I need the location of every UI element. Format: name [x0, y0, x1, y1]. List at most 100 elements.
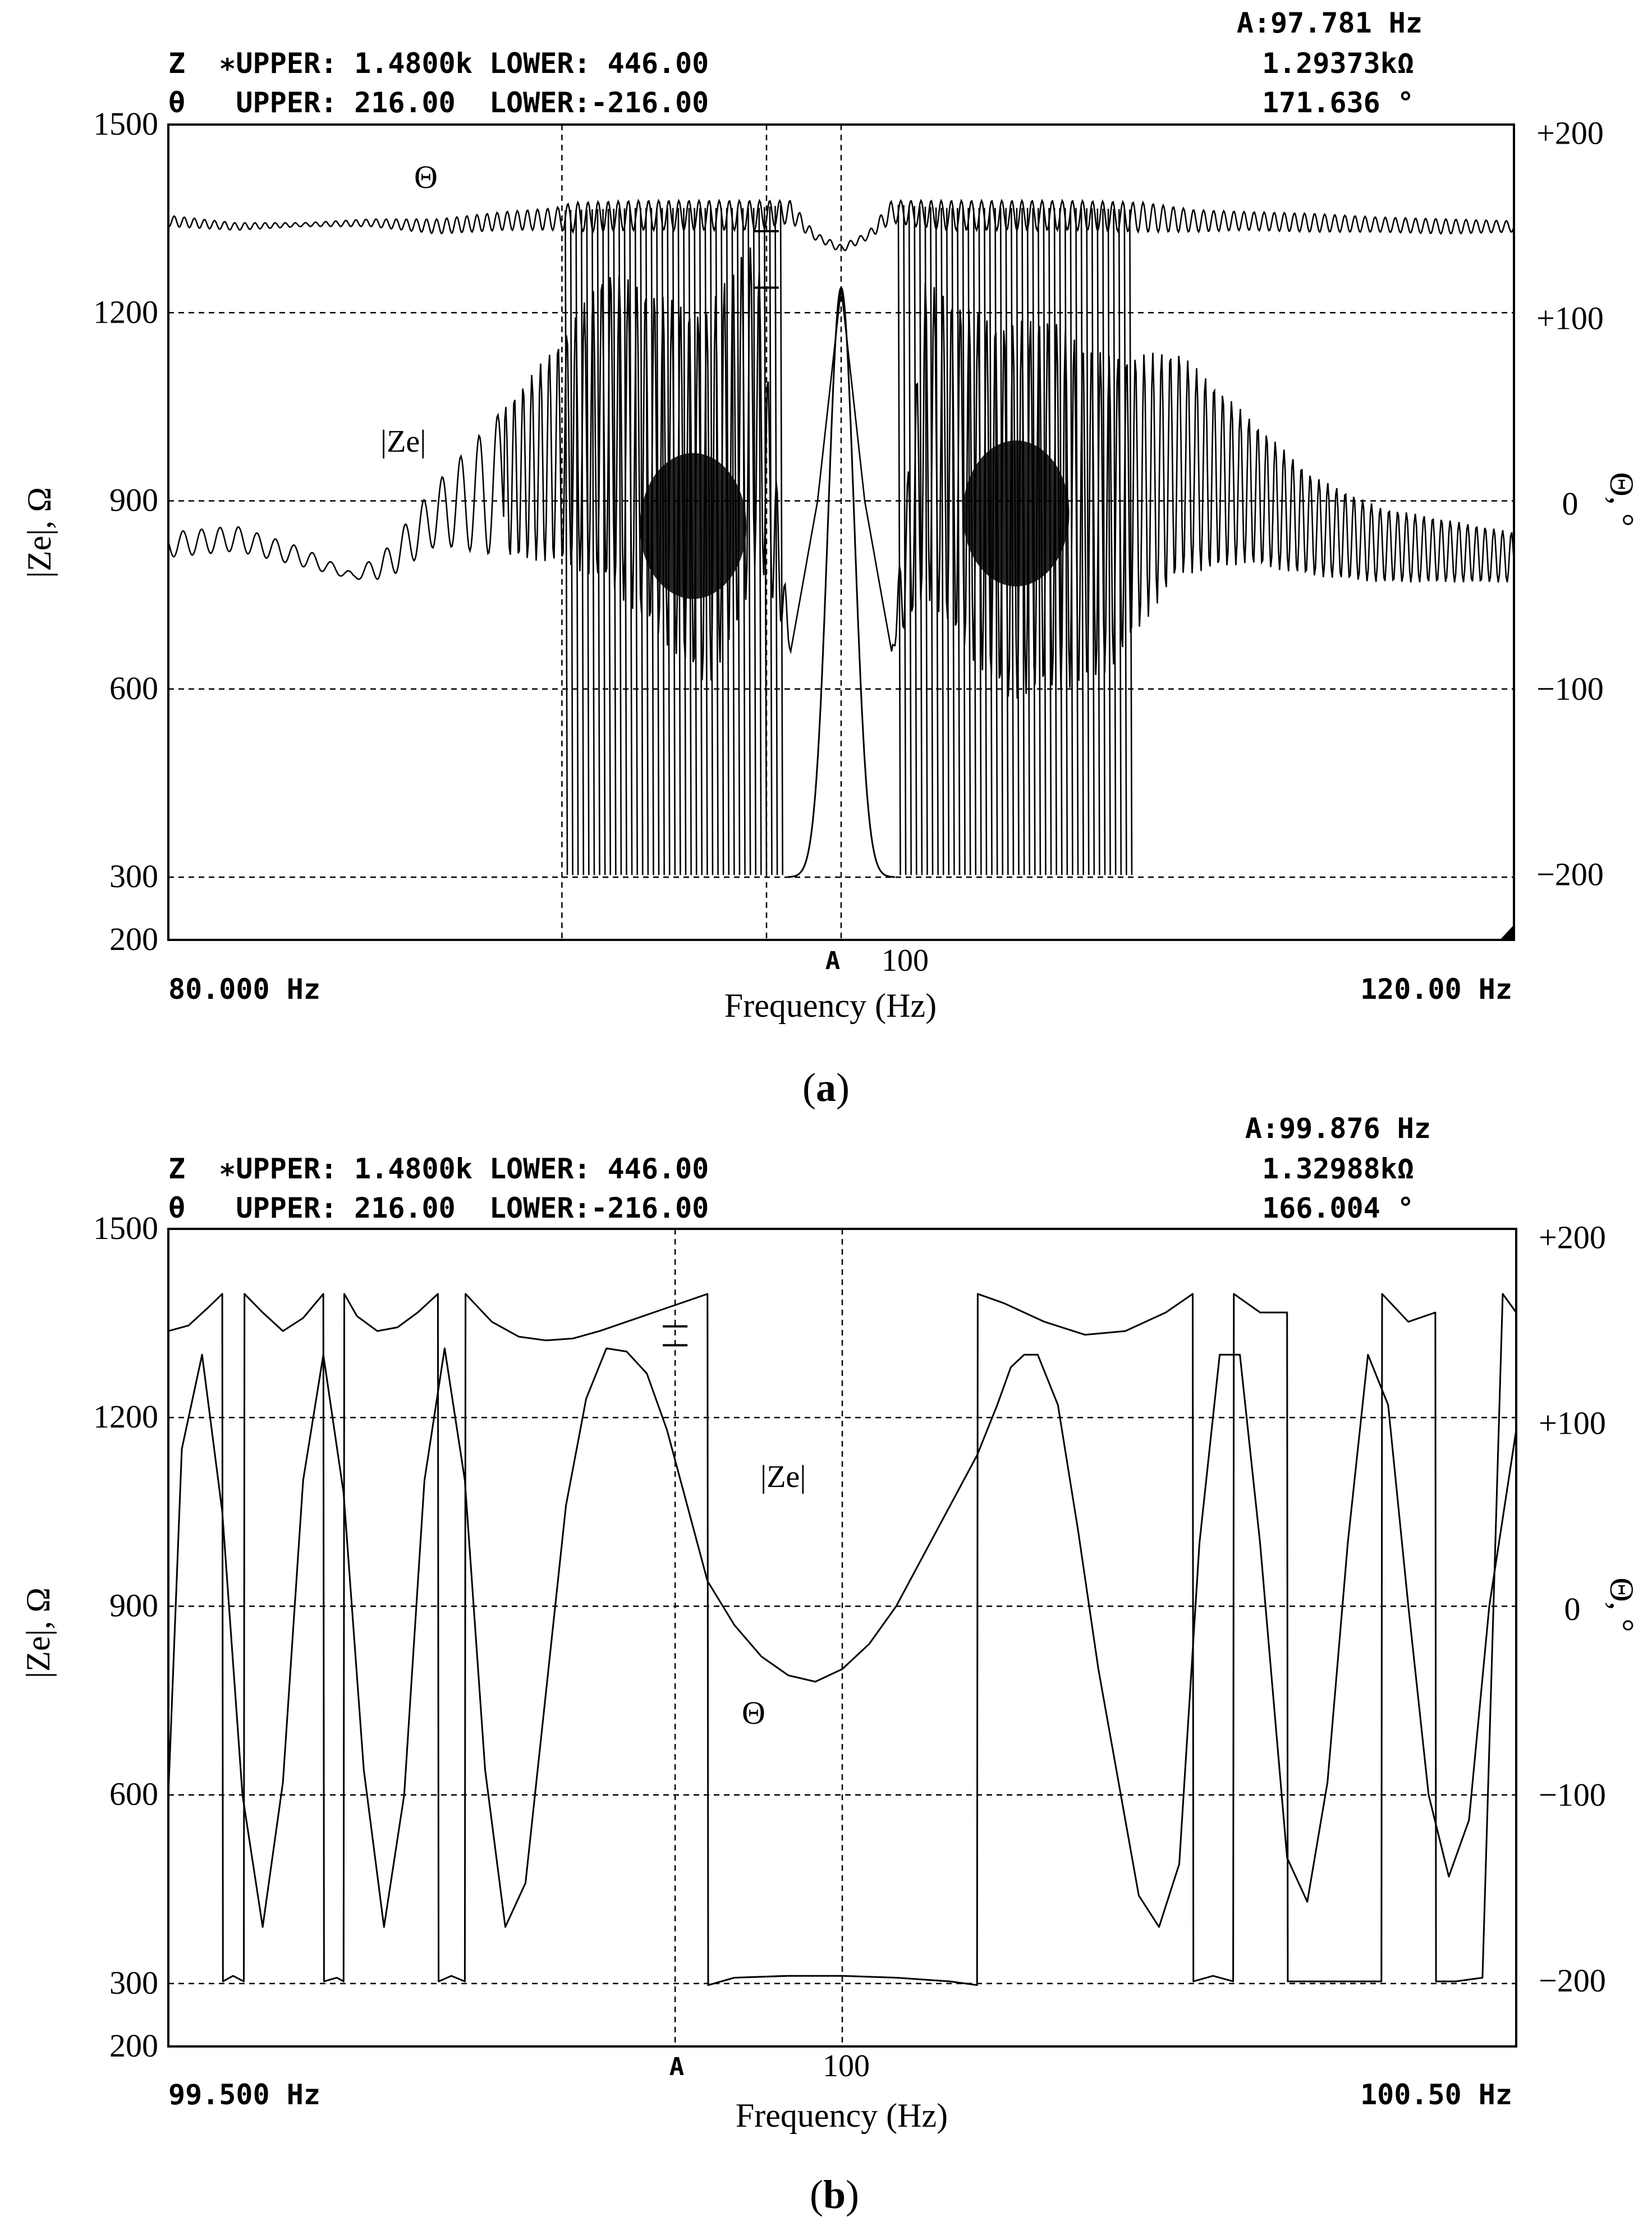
- panel-a-theta-wrap-line: [575, 209, 579, 875]
- panel-a-grid: [168, 125, 1514, 940]
- panel-a-theta-wrap-line: [935, 207, 939, 875]
- panel-a: A:97.781 Hz Z ∗UPPER: 1.4800k LOWER: 446…: [21, 7, 1640, 1110]
- panel-a-theta-wrap-line: [769, 206, 773, 875]
- panel-b-x-center-label: 100: [823, 2049, 870, 2083]
- panel-a-left-tick-label: 200: [109, 921, 158, 957]
- panel-a-y-right-label: Θ, °: [1603, 472, 1640, 526]
- panel-a-theta-wrap-line: [946, 208, 950, 875]
- panel-a-theta-wrap-line: [897, 204, 901, 875]
- panel-a-theta-wrap-line: [1064, 208, 1068, 875]
- panel-a-theta-wrap-line: [930, 207, 934, 875]
- panel-a-theta-wrap-line: [1091, 208, 1095, 875]
- panel-a-theta-wrap-line: [758, 208, 762, 875]
- panel-b-theta-trace: [168, 1293, 1517, 1986]
- panel-b-ze-trace-label: |Ze|: [760, 1459, 806, 1494]
- panel-a-ze-trace-label: |Ze|: [380, 424, 426, 459]
- panel-a-theta-wrap-line: [1086, 208, 1090, 875]
- panel-a-theta-wrap-line: [607, 209, 612, 875]
- panel-b-right-tick-label: +100: [1539, 1405, 1606, 1442]
- panel-a-theta-wrap-line: [580, 209, 585, 875]
- panel-a-theta-wrap-line: [779, 205, 783, 875]
- panel-b-right-tick-label: 0: [1564, 1591, 1581, 1627]
- panel-b-y-right-label: Θ, °: [1603, 1577, 1640, 1632]
- panel-a-left-tick-label: 600: [109, 670, 158, 706]
- panel-a-plot-frame: [167, 123, 1515, 941]
- panel-a-cursor-readout: A:97.781 Hz: [1237, 7, 1422, 39]
- panel-a-theta-wrap-line: [613, 208, 617, 875]
- panel-a-resonance-peak: [787, 286, 895, 878]
- panel-a-dense-region-1: [962, 440, 1070, 586]
- panel-b-cursor-marker: A: [669, 2053, 685, 2081]
- panel-b-z-header: Z ∗UPPER: 1.4800k LOWER: 446.00: [168, 1153, 709, 1185]
- panel-a-theta-wrap-line: [919, 206, 923, 875]
- panel-b-left-tick-label: 900: [109, 1587, 158, 1623]
- panel-a-left-tick-label: 1500: [93, 105, 158, 142]
- panel-a-corner-marker: [1500, 925, 1514, 940]
- panel-a-dense-region-0: [640, 453, 747, 599]
- panel-a-right-tick-label: +200: [1536, 115, 1604, 152]
- panel-a-left-tick-label: 900: [109, 482, 158, 518]
- panel-a-theta-wrap-line: [914, 205, 917, 875]
- panel-b-plot-area: [167, 1293, 1517, 1986]
- panel-a-caption: (a): [802, 1065, 850, 1110]
- panel-a-theta-wrap-line: [764, 207, 768, 875]
- panel-a-theta-wrap-line: [774, 206, 778, 875]
- panel-b-theta-value: 166.004 °: [1262, 1192, 1414, 1224]
- panel-b-caption: (b): [810, 2172, 859, 2217]
- panel-a-theta-wrap-line: [591, 209, 595, 875]
- panel-a-right-tick-label: +100: [1536, 300, 1604, 337]
- panel-a-cursor-marker: A: [825, 947, 841, 975]
- panel-a-left-tick-label: 300: [109, 858, 158, 894]
- panel-a-z-value: 1.29373kΩ: [1262, 47, 1414, 80]
- panel-b-left-tick-label: 300: [109, 1965, 158, 2001]
- panel-b-left-tick-label: 200: [109, 2027, 158, 2064]
- panel-a-x-start-label: 80.000 Hz: [168, 973, 320, 1006]
- panel-a-theta-wrap-line: [752, 208, 757, 875]
- panel-a-theta-wrap-line: [602, 209, 606, 875]
- panel-b-tick-labels: 1500 1200 900 600 300 200 +200 +100 0 −100 −200: [93, 1210, 1606, 2064]
- panel-a-theta-wrap-line: [1075, 208, 1079, 875]
- panel-a-theta-wrap-line: [1070, 208, 1073, 875]
- panel-b-cursor-readout: A:99.876 Hz: [1245, 1112, 1431, 1145]
- panel-a-theta-wrap-line: [1118, 209, 1122, 875]
- panel-a-theta-wrap-line: [565, 210, 568, 875]
- panel-b-right-tick-label: +200: [1539, 1219, 1606, 1256]
- panel-a-theta-wrap-line: [1113, 209, 1117, 875]
- panel-b-plot-frame: [167, 1228, 1517, 2048]
- panel-b-ze-trace: [167, 1347, 1517, 1928]
- panel-a-plot-area: [167, 198, 1515, 878]
- panel-a-theta-wrap-line: [623, 208, 627, 875]
- panel-a-theta-wrap-line: [951, 208, 955, 875]
- panel-b-x-end-label: 100.50 Hz: [1360, 2078, 1512, 2111]
- panel-b-z-value: 1.32988kΩ: [1262, 1153, 1414, 1185]
- panel-b: A:99.876 Hz Z ∗UPPER: 1.4800k LOWER: 446…: [20, 1112, 1640, 2217]
- panel-a-theta-header: θ UPPER: 216.00 LOWER:-216.00: [168, 86, 709, 119]
- panel-a-x-axis-label: Frequency (Hz): [724, 987, 937, 1024]
- panel-b-right-tick-label: −100: [1539, 1777, 1606, 1813]
- panel-b-grid: [168, 1229, 1516, 2046]
- panel-a-x-center-label: 100: [882, 943, 929, 978]
- panel-a-theta-value: 171.636 °: [1262, 86, 1414, 119]
- panel-a-theta-wrap-line: [1129, 209, 1133, 875]
- panel-b-theta-trace-label: Θ: [742, 1695, 765, 1731]
- panel-a-theta-wrap-line: [634, 208, 639, 875]
- panel-b-left-tick-label: 1500: [93, 1210, 158, 1246]
- panel-a-theta-wrap-line: [1123, 209, 1127, 875]
- panel-a-theta-wrap-line: [629, 208, 633, 875]
- panel-a-theta-wrap-line: [908, 205, 912, 875]
- panel-a-right-tick-label: 0: [1562, 485, 1578, 522]
- panel-b-right-tick-label: −200: [1539, 1962, 1606, 1999]
- panel-b-x-axis-label: Frequency (Hz): [736, 2097, 948, 2134]
- panel-a-right-tick-label: −200: [1536, 856, 1604, 892]
- panel-a-theta-wrap-line: [924, 206, 928, 875]
- panel-a-theta-trace-label: Θ: [414, 159, 438, 195]
- panel-b-theta-header: θ UPPER: 216.00 LOWER:-216.00: [168, 1192, 709, 1224]
- panel-a-theta-wrap-line: [962, 208, 966, 875]
- panel-a-theta-wrap-line: [940, 208, 944, 875]
- panel-b-left-tick-label: 600: [109, 1776, 158, 1812]
- panel-a-theta-wrap-line: [1096, 208, 1100, 875]
- panel-a-y-left-label: |Ze|, Ω: [21, 487, 58, 578]
- panel-a-right-tick-label: −100: [1536, 671, 1604, 707]
